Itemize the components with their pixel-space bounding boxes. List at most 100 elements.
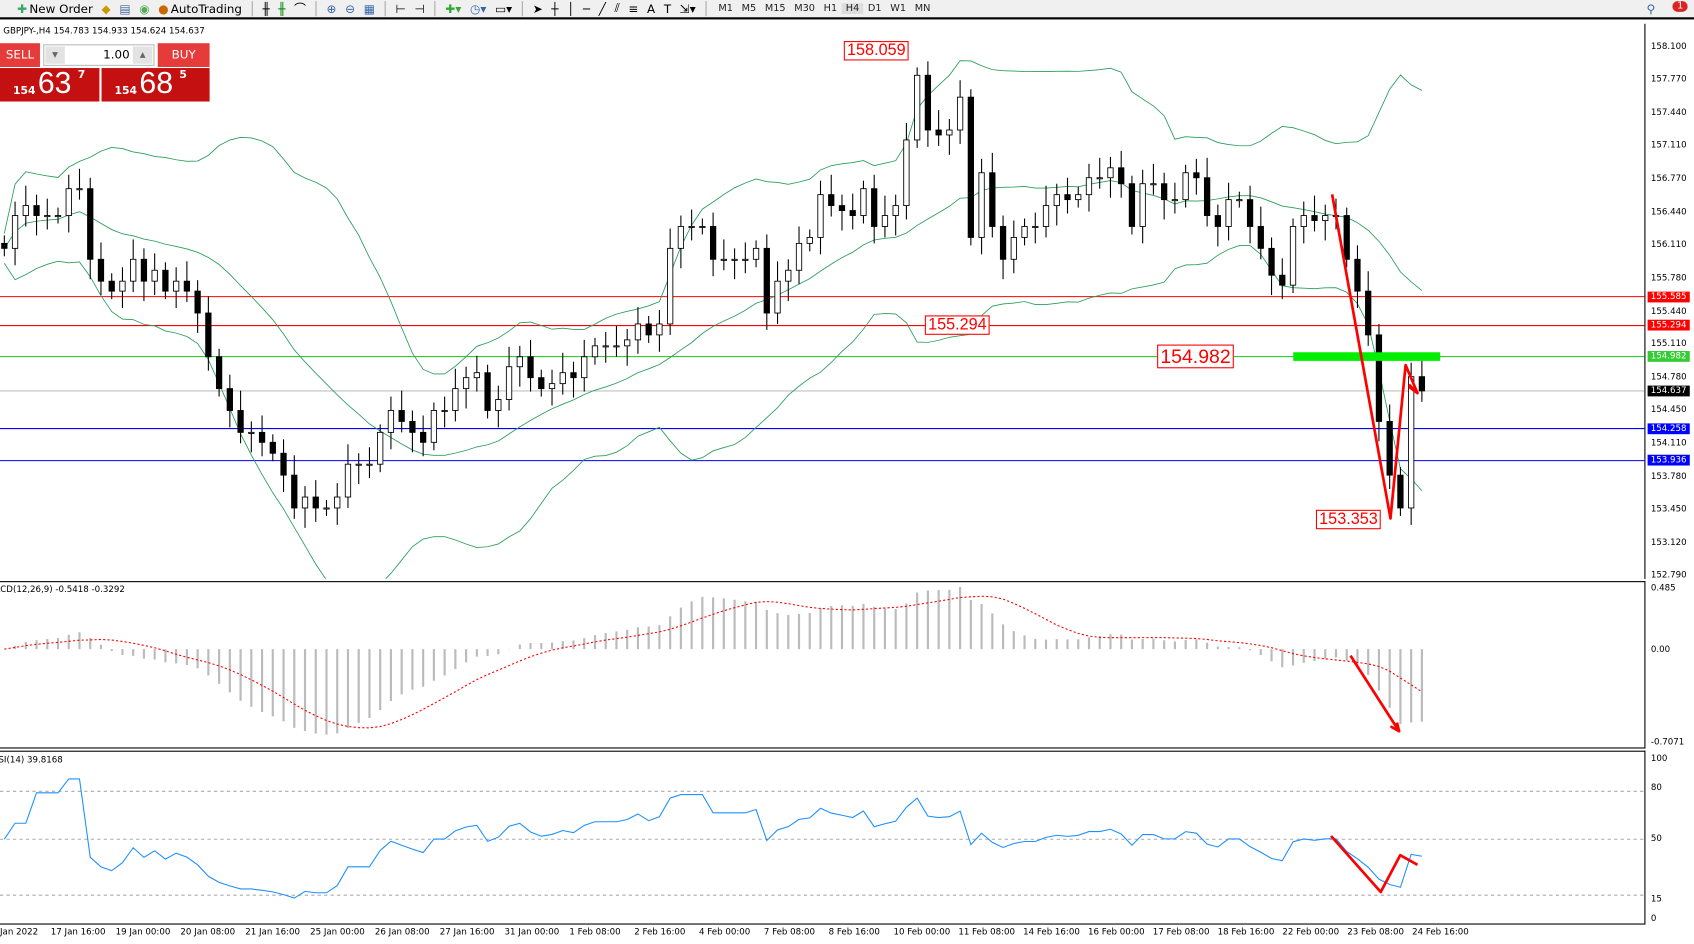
bar-chart-icon[interactable]: ╫ [262, 1, 270, 16]
timeframe-m1[interactable]: M1 [718, 3, 733, 15]
tile-windows-icon[interactable]: ▦ [363, 1, 375, 16]
autoscroll-icon[interactable]: ⊢ [395, 1, 406, 16]
rsi-panel[interactable]: RSI(14) 39.8168 [0, 750, 1646, 925]
text-label-icon[interactable]: T [663, 1, 672, 16]
new-order-button[interactable]: ✚ New Order [17, 1, 93, 16]
lot-size-input[interactable]: ▼ 1.00 ▲ [43, 44, 155, 66]
time-tick: 4 Feb 00:00 [699, 926, 751, 937]
candle-body [1236, 199, 1243, 202]
candle-body [140, 258, 148, 282]
time-tick: 25 Jan 00:00 [310, 926, 365, 937]
time-tick: 18 Feb 16:00 [1217, 926, 1275, 937]
terminal-icon[interactable]: ▤ [119, 1, 131, 16]
horizontal-line-icon[interactable]: ─ [582, 1, 591, 16]
separator [705, 1, 707, 17]
timeframe-h4[interactable]: H4 [841, 3, 864, 15]
price-tick: 156.770 [1650, 173, 1687, 184]
sell-button[interactable]: SELL [0, 43, 40, 67]
candle-body [1257, 226, 1264, 249]
notification-badge[interactable]: 1 [1672, 1, 1688, 12]
cursor-icon[interactable]: ➤ [532, 1, 543, 16]
zoom-in-icon[interactable]: ⊕ [326, 1, 337, 16]
indicators-icon[interactable]: ✚▾ [445, 1, 462, 16]
text-icon[interactable]: A [647, 1, 656, 16]
time-tick: 23 Feb 08:00 [1347, 926, 1404, 937]
candle-body [452, 388, 459, 411]
candle-body [151, 269, 158, 282]
time-tick: 14 Feb 16:00 [1023, 926, 1080, 937]
candle-body [935, 129, 942, 136]
timeframe-m30[interactable]: M30 [794, 3, 815, 15]
metaeditor-icon[interactable]: ◆ [101, 1, 111, 16]
lot-increase-icon[interactable]: ▲ [132, 46, 153, 64]
candle-body [688, 226, 695, 228]
timeframe-d1[interactable]: D1 [867, 3, 882, 15]
buy-button[interactable]: BUY [157, 43, 210, 67]
support-zone [1293, 352, 1441, 361]
candle-body [1139, 183, 1146, 227]
price-tick: 155.110 [1650, 338, 1687, 349]
candle-body [473, 372, 480, 379]
crosshair-icon[interactable]: ┼ [551, 1, 559, 16]
level-label[interactable]: 154.982 [1157, 344, 1234, 369]
timeframe-h1[interactable]: H1 [823, 3, 838, 15]
time-tick: 27 Jan 16:00 [439, 926, 495, 937]
candlestick-icon[interactable]: ╫ [278, 1, 286, 16]
bollinger-lower [3, 245, 1423, 579]
level-label[interactable]: 155.294 [924, 315, 990, 335]
candle-body [97, 258, 105, 282]
line-chart-icon[interactable]: ⌒ [294, 2, 306, 17]
fibonacci-icon[interactable]: ≡ [628, 1, 639, 16]
rsi-tick: 15 [1650, 893, 1662, 904]
high-price-label[interactable]: 158.059 [843, 41, 909, 61]
templates-icon[interactable]: ▭▾ [494, 1, 513, 16]
timeframe-mn[interactable]: MN [914, 3, 931, 15]
candle-body [1225, 199, 1232, 227]
level-price-tag: 154.982 [1647, 351, 1690, 362]
candle-body [291, 474, 298, 509]
chart-shift-icon[interactable]: ⊣ [414, 1, 425, 16]
candle-body [409, 421, 416, 433]
low-price-label[interactable]: 153.353 [1315, 509, 1382, 530]
arrows-icon[interactable]: ⇲▾ [679, 1, 696, 16]
timeframe-m15[interactable]: M15 [764, 3, 786, 15]
timeframe-m5[interactable]: M5 [741, 3, 757, 15]
rsi-line [3, 778, 1422, 899]
bid-price[interactable]: 154 63 7 [0, 66, 100, 102]
timeframe-w1[interactable]: W1 [890, 3, 907, 15]
periods-icon[interactable]: ◷▾ [469, 1, 487, 16]
price-tick: 153.450 [1650, 504, 1687, 514]
search-icon[interactable]: ⚲ [1646, 1, 1656, 16]
candle-body [967, 96, 974, 238]
price-chart[interactable]: GBPJPY-,H4 154.783 154.933 154.624 154.6… [0, 23, 1646, 579]
autotrading-button[interactable]: ● AutoTrading [158, 1, 242, 16]
rsi-label: RSI(14) 39.8168 [0, 754, 63, 765]
ask-price[interactable]: 154 68 5 [101, 66, 210, 102]
candle-body [1053, 194, 1060, 207]
lot-decrease-icon[interactable]: ▼ [45, 46, 65, 64]
candle-body [162, 269, 169, 292]
equidistant-channel-icon[interactable]: ⫽ [614, 1, 620, 16]
candle-body [344, 463, 352, 498]
candle-body [173, 280, 180, 292]
drawn-arrow [1349, 654, 1401, 733]
candle-body [1343, 215, 1350, 260]
candle-body [527, 356, 534, 379]
trendline-icon[interactable]: ╱ [598, 1, 606, 16]
candle-body [924, 74, 932, 131]
candle-body [495, 399, 502, 411]
candle-body [1075, 194, 1082, 201]
candle-body [312, 496, 319, 509]
time-tick: 31 Jan 00:00 [504, 926, 560, 937]
macd-panel[interactable]: MACD(12,26,9) -0.5418 -0.3292 [0, 581, 1646, 749]
vertical-line-icon[interactable]: │ [567, 1, 575, 16]
level-price-tag: 155.294 [1647, 320, 1690, 331]
candle-body [892, 205, 899, 216]
time-tick: 19 Jan 00:00 [115, 926, 171, 937]
zoom-out-icon[interactable]: ⊖ [345, 1, 356, 16]
signals-icon[interactable]: ◉ [139, 1, 150, 16]
candle-body [377, 431, 384, 465]
candle-body [914, 74, 921, 141]
candle-body [645, 323, 652, 336]
price-tick: 153.780 [1650, 471, 1687, 481]
